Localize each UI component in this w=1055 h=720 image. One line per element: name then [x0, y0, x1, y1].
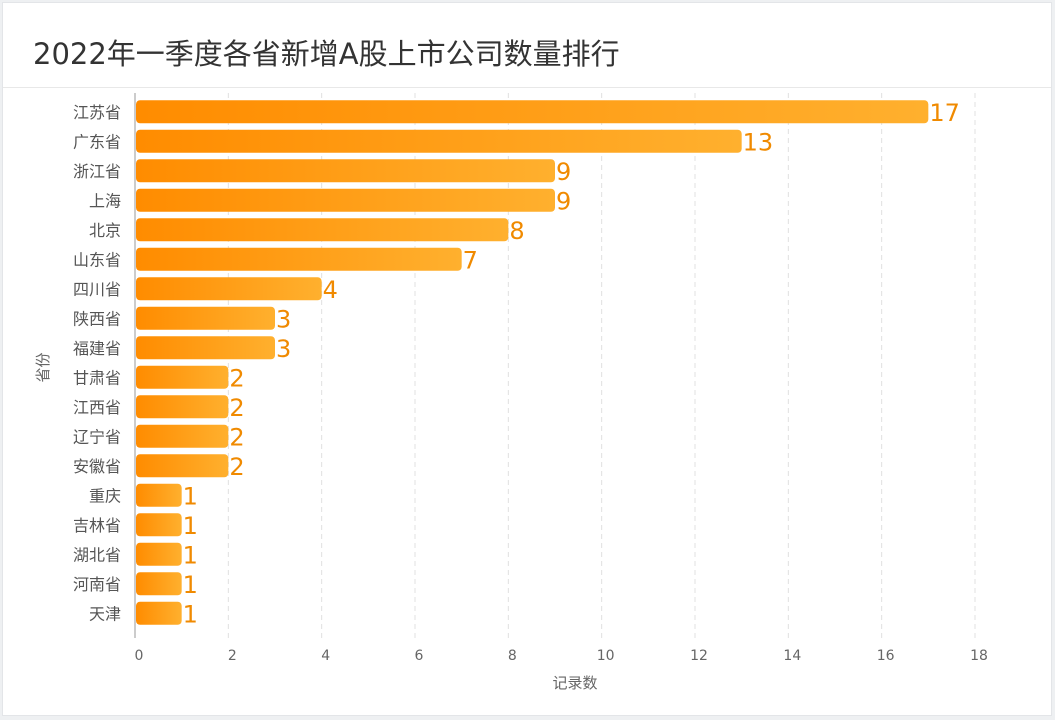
bar[interactable] [136, 365, 229, 389]
x-axis-title: 记录数 [552, 674, 597, 692]
bars [136, 100, 929, 625]
data-label: 2 [229, 364, 244, 392]
data-label: 8 [509, 217, 524, 245]
y-axis-title: 省份 [34, 352, 52, 382]
y-tick-label: 湖北省 [73, 545, 121, 564]
data-label: 2 [229, 423, 244, 451]
bar[interactable] [136, 100, 929, 124]
y-tick-label: 河南省 [73, 575, 121, 594]
x-tick-label: 2 [228, 648, 237, 664]
y-tick-label: 天津 [89, 604, 121, 623]
y-tick-label: 江苏省 [73, 103, 121, 122]
y-tick-label: 吉林省 [73, 516, 121, 535]
bar[interactable] [136, 483, 182, 507]
x-tick-label: 4 [321, 648, 330, 664]
data-label: 1 [183, 512, 198, 540]
x-tick-label: 16 [877, 648, 895, 664]
y-tick-label: 上海 [89, 191, 121, 210]
x-tick-label: 0 [135, 648, 144, 664]
bar[interactable] [136, 572, 182, 596]
y-tick-label: 四川省 [73, 280, 121, 299]
y-tick-label: 甘肃省 [73, 368, 121, 387]
y-tick-label: 广东省 [73, 132, 121, 151]
data-label: 1 [183, 600, 198, 628]
data-label: 1 [183, 571, 198, 599]
data-label: 3 [276, 335, 291, 363]
data-label: 1 [183, 482, 198, 510]
bar[interactable] [136, 395, 229, 419]
bar[interactable] [136, 159, 555, 183]
x-tick-label: 6 [415, 648, 424, 664]
bar[interactable] [136, 454, 229, 478]
y-tick-label: 陕西省 [73, 309, 121, 328]
data-label: 3 [276, 305, 291, 333]
data-label: 13 [743, 128, 774, 156]
bar[interactable] [136, 424, 229, 448]
bar[interactable] [136, 129, 742, 153]
data-label: 9 [556, 187, 571, 215]
data-label: 17 [929, 99, 960, 127]
y-tick-label: 安徽省 [73, 457, 121, 476]
y-tick-label: 辽宁省 [73, 427, 121, 446]
x-tick-label: 18 [970, 648, 988, 664]
bar[interactable] [136, 218, 509, 242]
y-tick-label: 浙江省 [73, 162, 121, 181]
y-tick-label: 福建省 [73, 339, 121, 358]
bar[interactable] [136, 601, 182, 625]
bar[interactable] [136, 513, 182, 537]
chart-title: 2022年一季度各省新增A股上市公司数量排行 [33, 37, 620, 71]
data-label: 2 [229, 394, 244, 422]
bar[interactable] [136, 306, 275, 330]
y-tick-label: 北京 [89, 221, 121, 240]
x-tick-label: 12 [690, 648, 708, 664]
y-tick-label: 江西省 [73, 398, 121, 417]
x-tick-label: 8 [508, 648, 517, 664]
bar[interactable] [136, 542, 182, 566]
x-tick-label: 14 [783, 648, 801, 664]
y-tick-labels: 江苏省广东省浙江省上海北京山东省四川省陕西省福建省甘肃省江西省辽宁省安徽省重庆吉… [73, 103, 121, 624]
x-tick-labels: 0 2 4 6 8 10 12 14 16 18 [135, 648, 988, 664]
data-label: 9 [556, 158, 571, 186]
bar[interactable] [136, 247, 462, 271]
data-label: 7 [463, 246, 478, 274]
bar[interactable] [136, 336, 275, 360]
bar[interactable] [136, 277, 322, 301]
title-divider [3, 87, 1051, 88]
data-label: 2 [229, 453, 244, 481]
y-tick-label: 重庆 [89, 486, 121, 505]
data-label: 1 [183, 541, 198, 569]
y-tick-label: 山东省 [73, 250, 121, 269]
data-label: 4 [323, 276, 338, 304]
grid-lines [227, 93, 976, 638]
bar[interactable] [136, 188, 555, 212]
x-tick-label: 10 [597, 648, 615, 664]
